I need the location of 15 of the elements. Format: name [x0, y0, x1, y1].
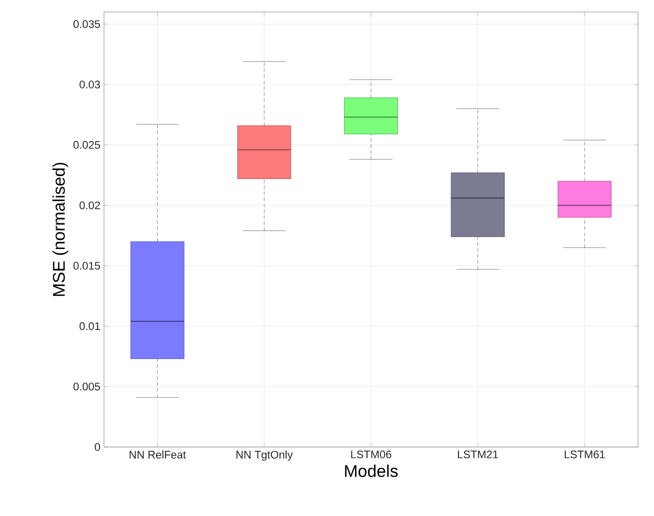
y-tick-label: 0.02 [80, 201, 100, 210]
x-tick-label: LSTM21 [458, 450, 498, 458]
y-tick-label: 0.015 [73, 262, 100, 270]
y-tick-label: 0.03 [80, 80, 100, 88]
x-tick-label: NN TgtOnly [236, 450, 293, 461]
x-tick-label: NN RelFeat [130, 450, 186, 459]
x-tick-label: LSTM61 [564, 450, 605, 458]
y-tick-label: 0.01 [80, 322, 100, 330]
y-tick-label: 0.005 [73, 382, 100, 390]
y-axis-title: MSE (normalised) [52, 162, 68, 296]
y-tick-label: 0.035 [73, 20, 100, 28]
x-tick-label: LSTM06 [351, 450, 392, 458]
y-tick-label: 0.025 [73, 141, 100, 149]
y-tick-label: 0 [94, 443, 100, 451]
x-axis-title: Models [345, 464, 398, 478]
